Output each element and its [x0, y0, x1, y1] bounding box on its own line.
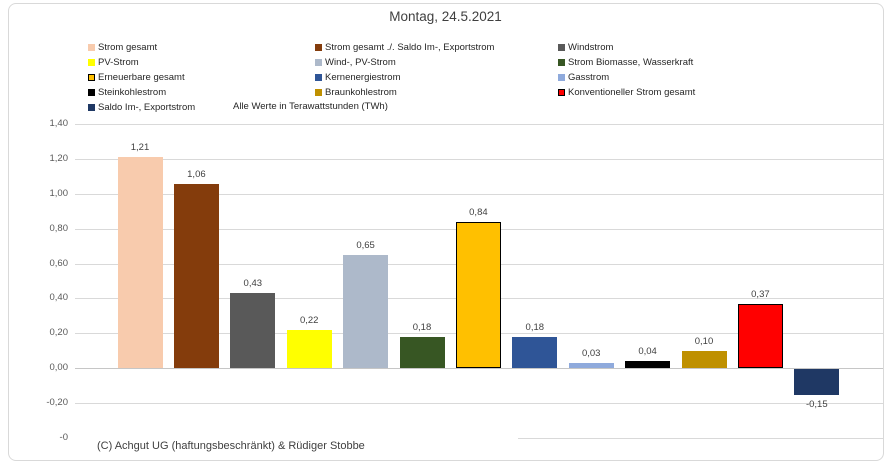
- bar-value-label: -0,15: [805, 399, 828, 411]
- legend-item: Gasstrom: [558, 71, 610, 83]
- legend-swatch-icon: [88, 58, 95, 66]
- bar-value-label: 1,21: [130, 142, 150, 154]
- legend-label: PV-Strom: [98, 56, 139, 68]
- legend-label: Erneuerbare gesamt: [98, 71, 185, 83]
- y-tick-label: 1,20: [49, 153, 69, 165]
- legend-item: Kernenergiestrom: [315, 71, 401, 83]
- y-tick-label: -0: [59, 431, 68, 443]
- x-axis-line: [75, 368, 883, 369]
- y-gridline: [75, 159, 883, 161]
- y-gridline: [75, 194, 883, 195]
- legend-label: Steinkohlestrom: [98, 86, 167, 98]
- bar-value-label: 0,18: [525, 321, 545, 333]
- chart-subtitle: Alle Werte in Terawattstunden (TWh): [233, 101, 388, 112]
- legend-item: Strom gesamt ./. Saldo Im-, Exportstrom: [315, 41, 495, 53]
- legend-swatch-icon: [315, 73, 322, 81]
- chart-title: Montag, 24.5.2021: [389, 9, 502, 24]
- legend-label: Gasstrom: [568, 71, 610, 83]
- bar-value-label: 0,37: [751, 288, 770, 300]
- bar-value-label: 0,03: [581, 347, 601, 359]
- legend-swatch-icon: [88, 88, 95, 96]
- y-tick-label: 0,20: [49, 327, 69, 339]
- bar-value-label: 0,04: [638, 346, 657, 358]
- legend-label: Strom Biomasse, Wasserkraft: [568, 56, 694, 68]
- legend-label: Saldo Im-, Exportstrom: [98, 101, 196, 113]
- legend-item: Strom gesamt: [88, 41, 158, 53]
- legend-swatch-icon: [315, 58, 322, 66]
- bar-value-label: 1,06: [187, 168, 206, 180]
- bar-7: [455, 221, 501, 368]
- legend-swatch-icon: [88, 103, 95, 111]
- legend-label: Windstrom: [568, 41, 614, 53]
- legend-label: Strom gesamt: [98, 41, 158, 53]
- legend-swatch-icon: [558, 43, 565, 51]
- bar-value-label: 0,84: [469, 206, 488, 218]
- bar-9: [568, 362, 614, 368]
- bar-value-label: 0,43: [243, 278, 263, 290]
- legend-item: Strom Biomasse, Wasserkraft: [558, 56, 694, 68]
- bar-3: [230, 293, 276, 368]
- bar-6: [399, 336, 445, 368]
- y-tick-label: 0,40: [49, 292, 69, 304]
- y-gridline: [518, 437, 883, 439]
- y-tick-label: -0,20: [46, 396, 68, 408]
- legend-item: Konventioneller Strom gesamt: [558, 86, 696, 98]
- legend-label: Braunkohlestrom: [325, 86, 397, 98]
- legend-swatch-icon: [558, 88, 565, 96]
- y-gridline: [75, 402, 883, 404]
- y-tick-label: 1,40: [49, 118, 69, 130]
- legend-swatch-icon: [558, 58, 565, 66]
- legend-label: Strom gesamt ./. Saldo Im-, Exportstrom: [325, 41, 495, 53]
- legend-swatch-icon: [88, 73, 95, 81]
- legend-swatch-icon: [88, 43, 95, 51]
- bar-2: [173, 183, 219, 368]
- bar-1: [117, 157, 163, 368]
- legend-item: Braunkohlestrom: [315, 86, 397, 98]
- bar-value-label: 0,10: [694, 335, 714, 347]
- legend-label: Wind-, PV-Strom: [325, 56, 396, 68]
- legend-label: Konventioneller Strom gesamt: [568, 86, 696, 98]
- bar-value-label: 0,65: [356, 239, 375, 251]
- bar-8: [512, 336, 558, 368]
- legend-item: PV-Strom: [88, 56, 139, 68]
- bar-12: [737, 303, 783, 368]
- legend-label: Kernenergiestrom: [325, 71, 401, 83]
- legend-item: Windstrom: [558, 41, 614, 53]
- legend-item: Steinkohlestrom: [88, 86, 167, 98]
- bar-10: [625, 361, 671, 368]
- legend-swatch-icon: [558, 73, 565, 81]
- y-tick-label: 0,80: [49, 222, 69, 234]
- legend-item: Wind-, PV-Strom: [315, 56, 396, 68]
- y-tick-label: 0,60: [49, 257, 69, 269]
- y-tick-label: 0,00: [49, 362, 69, 373]
- bar-4: [286, 329, 332, 368]
- bar-11: [681, 350, 727, 368]
- bar-value-label: 0,22: [299, 314, 319, 326]
- legend-item: Erneuerbare gesamt: [88, 71, 185, 83]
- legend-item: Saldo Im-, Exportstrom: [88, 101, 196, 113]
- bar-value-label: 0,18: [412, 321, 432, 333]
- legend-swatch-icon: [315, 88, 322, 96]
- y-gridline: [75, 124, 883, 126]
- bar-13: [794, 369, 840, 396]
- y-tick-label: 1,00: [49, 188, 69, 199]
- legend-swatch-icon: [315, 43, 322, 51]
- copyright-text: (C) Achgut UG (haftungsbeschränkt) & Rüd…: [97, 440, 365, 452]
- bar-5: [343, 254, 389, 368]
